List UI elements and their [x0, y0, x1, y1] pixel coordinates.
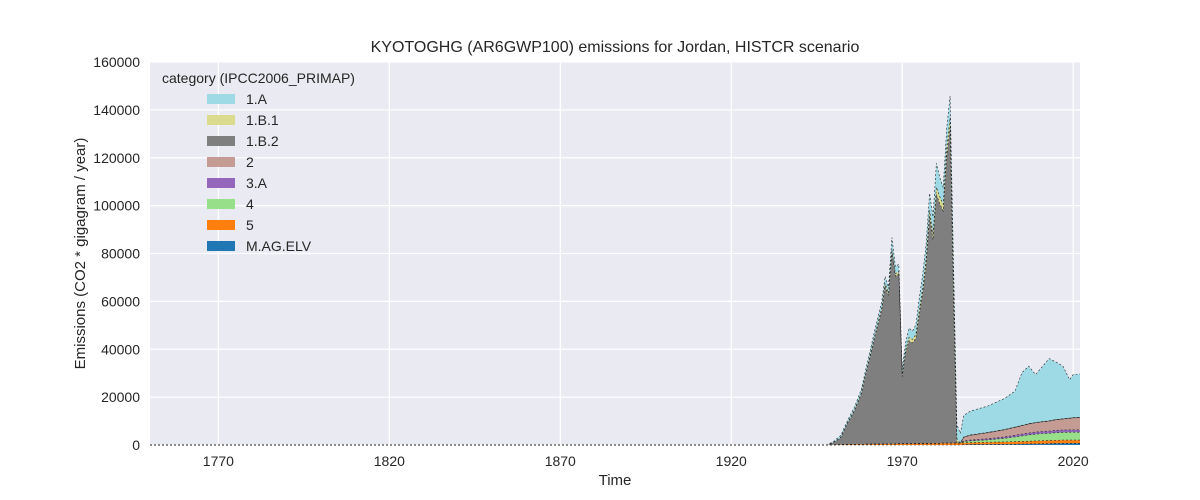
legend-items: 1.A 1.B.1 1.B.2 2 3.A 4 5 M.AG.ELV: [207, 91, 312, 254]
boundary-2: [150, 417, 1081, 446]
x-tick-label: 1870: [545, 453, 576, 469]
legend-swatch-4: [207, 199, 235, 209]
boundary-M.AG.ELV: [150, 443, 1080, 446]
legend-label-3.A: 3.A: [246, 175, 268, 191]
x-axis-ticks: 1770 1820 1870 1920 1970 2020: [203, 453, 1089, 469]
area-1.A: [150, 96, 1080, 445]
y-axis-ticks: 0 20000 40000 60000 80000 100000 120000 140000 1…: [93, 54, 140, 453]
x-tick-label: 1970: [887, 453, 918, 469]
legend: category (IPCC2006_PRIMAP) 1.A 1.B.1 1.B.2…: [162, 70, 355, 254]
y-tick-label: 60000: [101, 293, 140, 309]
legend-label-1.A: 1.A: [246, 91, 268, 107]
legend-swatch-1.B.2: [207, 136, 235, 146]
series-boundary-lines: [150, 96, 1081, 446]
legend-swatch-M.AG.ELV: [207, 241, 235, 251]
legend-label-1.B.2: 1.B.2: [246, 133, 279, 149]
y-axis-label: Emissions (CO2 * gigagram / year): [72, 138, 89, 370]
legend-label-5: 5: [246, 217, 254, 233]
chart-title: KYOTOGHG (AR6GWP100) emissions for Jorda…: [371, 39, 860, 56]
legend-swatch-1.B.1: [207, 115, 235, 125]
x-tick-label: 1820: [374, 453, 405, 469]
legend-swatch-2: [207, 157, 235, 167]
boundary-1.B.2: [150, 127, 1081, 446]
area-1.B.2: [150, 127, 1080, 445]
legend-label-M.AG.ELV: M.AG.ELV: [246, 238, 312, 254]
stacked-areas: [150, 96, 1080, 445]
legend-swatch-3.A: [207, 178, 235, 188]
y-tick-label: 0: [132, 437, 140, 453]
x-axis-label: Time: [599, 472, 632, 489]
area-M.AG.ELV: [150, 443, 1080, 445]
y-tick-label: 120000: [93, 150, 140, 166]
y-tick-label: 100000: [93, 198, 140, 214]
y-tick-label: 40000: [101, 341, 140, 357]
legend-label-4: 4: [246, 196, 254, 212]
boundary-1.B.1: [150, 117, 1081, 446]
y-tick-label: 20000: [101, 389, 140, 405]
legend-swatch-5: [207, 220, 235, 230]
legend-title: category (IPCC2006_PRIMAP): [162, 70, 355, 86]
x-tick-label: 2020: [1058, 453, 1089, 469]
y-tick-label: 160000: [93, 54, 140, 70]
x-tick-label: 1920: [716, 453, 747, 469]
boundary-1.A: [150, 96, 1081, 446]
x-tick-label: 1770: [203, 453, 234, 469]
y-tick-label: 80000: [101, 246, 140, 262]
y-tick-label: 140000: [93, 102, 140, 118]
legend-swatch-1.A: [207, 94, 235, 104]
legend-label-2: 2: [246, 154, 254, 170]
legend-label-1.B.1: 1.B.1: [246, 112, 279, 128]
